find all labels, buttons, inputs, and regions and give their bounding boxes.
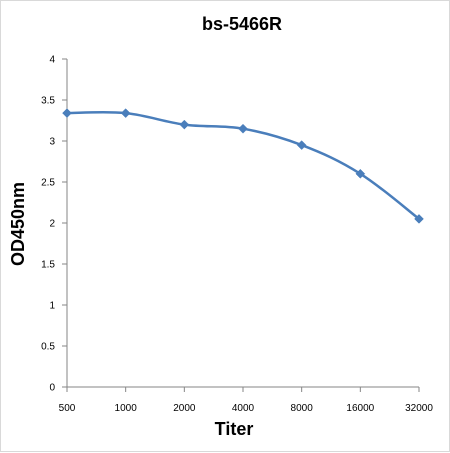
y-tick-label: 2	[49, 219, 55, 230]
chart-title: bs-5466R	[202, 14, 282, 34]
x-tick-label: 1000	[115, 403, 138, 414]
data-point	[414, 214, 424, 224]
x-tick-label: 8000	[291, 403, 314, 414]
axes	[62, 58, 420, 392]
y-tick-label: 0	[49, 383, 55, 394]
y-axis-title: OD450nm	[8, 182, 28, 266]
x-tick-label: 32000	[405, 403, 433, 414]
y-tick-label: 2.5	[41, 178, 55, 189]
x-axis-title: Titer	[215, 419, 254, 439]
x-tick-label: 2000	[173, 403, 196, 414]
x-tick-label: 16000	[346, 403, 374, 414]
data-point	[355, 168, 366, 179]
y-tick-label: 4	[49, 55, 55, 66]
y-tick-label: 3	[49, 137, 55, 148]
y-tick-label: 1	[49, 301, 55, 312]
data-point	[120, 108, 131, 118]
data-point	[179, 119, 190, 130]
x-tick-label: 4000	[232, 403, 255, 414]
y-tick-label: 1.5	[41, 260, 55, 271]
data-point	[238, 123, 248, 134]
data-point	[296, 140, 307, 150]
x-tick-label: 500	[59, 403, 76, 414]
tick-labels: 0 0.5 1 1.5 2 2.5 3 3.5 4 500 1000 2000 4000 8000 1600…	[41, 55, 433, 415]
y-tick-label: 3.5	[41, 96, 55, 107]
series-group	[62, 108, 424, 224]
y-tick-label: 0.5	[41, 342, 55, 353]
data-point	[62, 108, 72, 118]
